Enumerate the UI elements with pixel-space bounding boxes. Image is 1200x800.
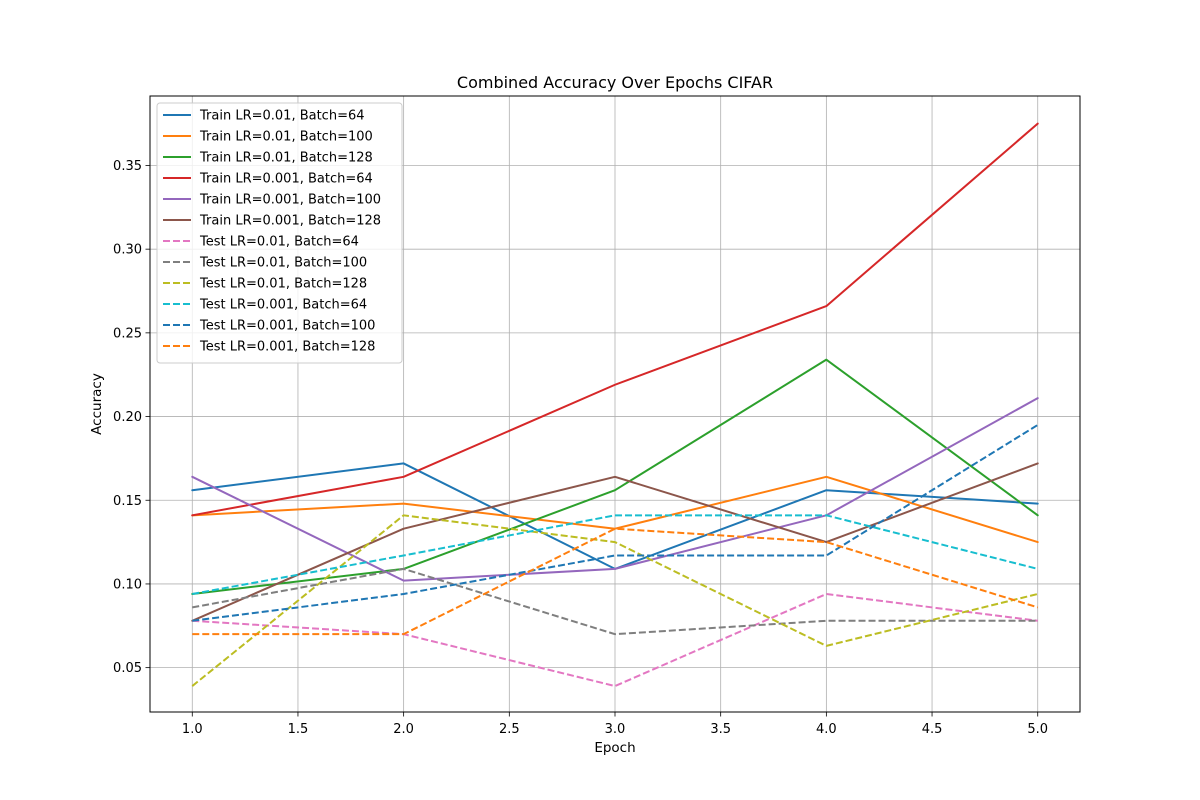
legend-label: Test LR=0.01, Batch=128 [199,277,367,292]
y-axis-ticks: 0.05 0.10 0.15 0.20 0.25 0.30 0.35 [113,159,150,676]
series-line-7 [192,592,1038,688]
x-tick-label: 5.0 [1027,722,1048,737]
y-tick-label: 0.35 [113,159,142,174]
series-line-3 [191,358,1039,595]
y-tick-label: 0.25 [113,326,142,341]
y-tick-label: 0.05 [113,661,142,676]
series-line-9 [191,514,1038,687]
legend-label: Train LR=0.001, Batch=100 [199,193,381,208]
y-tick-label: 0.30 [113,243,142,258]
legend-label: Train LR=0.001, Batch=64 [199,172,373,187]
series-line-6 [191,462,1039,622]
y-tick-label: 0.10 [113,577,142,592]
x-tick-label: 2.5 [499,722,520,737]
series-line-11 [192,424,1039,622]
legend-label: Train LR=0.001, Batch=128 [199,214,381,229]
grid [150,96,1080,712]
y-tick-label: 0.20 [113,410,142,425]
x-tick-label: 4.0 [816,722,837,737]
legend-label: Train LR=0.01, Batch=100 [199,130,373,145]
series-line-12 [192,527,1039,636]
legend-label: Test LR=0.01, Batch=64 [199,235,359,250]
x-tick-label: 3.0 [605,722,626,737]
y-tick-label: 0.15 [113,494,142,509]
legend-label: Train LR=0.01, Batch=64 [199,109,365,124]
legend-box [156,102,403,364]
series-line-5 [191,397,1039,582]
series-line-4 [191,122,1039,517]
series-lines [191,122,1039,688]
legend: Train LR=0.01, Batch=64 Train LR=0.01, Ba… [156,102,403,364]
series-line-2 [191,475,1039,544]
y-axis-label: Accuracy [89,373,105,435]
x-tick-label: 4.5 [922,722,943,737]
legend-label: Train LR=0.01, Batch=128 [199,151,373,166]
legend-label: Test LR=0.001, Batch=64 [199,298,367,313]
series-line-10 [192,514,1038,595]
x-tick-label: 2.0 [393,722,414,737]
series-line-8 [192,567,1038,636]
x-tick-label: 1.0 [182,722,203,737]
chart-title: Combined Accuracy Over Epochs CIFAR [457,73,773,92]
x-tick-label: 3.5 [710,722,731,737]
legend-label: Test LR=0.001, Batch=100 [199,319,375,334]
x-axis-ticks: 1.0 1.5 2.0 2.5 3.0 3.5 4.0 4.5 5.0 [182,712,1048,737]
x-axis-label: Epoch [594,740,635,756]
x-tick-label: 1.5 [288,722,309,737]
legend-label: Test LR=0.01, Batch=100 [199,256,367,271]
legend-label: Test LR=0.001, Batch=128 [199,340,375,355]
